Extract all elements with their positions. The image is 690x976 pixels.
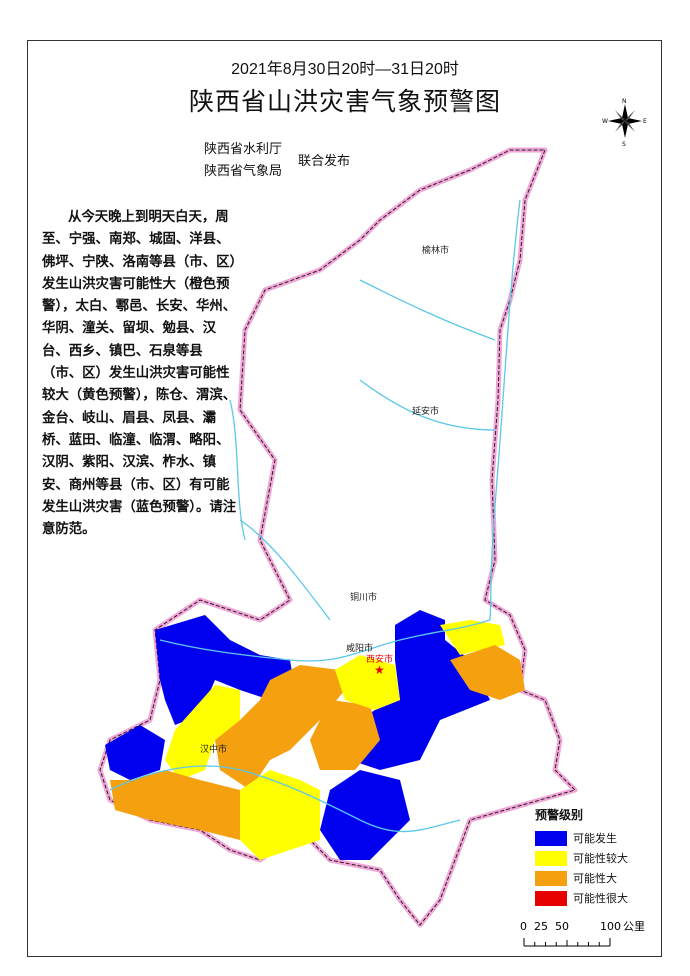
publisher-water: 陕西省水利厅 <box>204 142 283 157</box>
publisher-meteo: 陕西省气象局 <box>204 164 283 179</box>
legend-swatch <box>535 870 567 886</box>
river-yanhe <box>359 379 496 431</box>
legend-item-yellow: 可能性较大 <box>535 848 628 868</box>
scale-tick-100: 100 <box>600 920 621 933</box>
region-blue-lueyang <box>105 725 165 780</box>
city-labels: 榆林市 延安市 铜川市 咸阳市 西安市 汉中市 <box>200 244 449 755</box>
warning-description: 从今天晚上到明天白天，周至、宁强、南郑、城固、洋县、佛坪、宁陕、洛南等县（市、区… <box>42 209 237 538</box>
region-blue-east <box>345 610 490 770</box>
legend-label: 可能性很大 <box>573 892 628 905</box>
region-orange-ningshan <box>310 700 380 770</box>
scale-ruler <box>523 938 611 947</box>
river-west <box>229 399 246 541</box>
compass-w: W <box>602 118 608 125</box>
legend-item-red: 可能性很大 <box>535 888 628 908</box>
river-yellow <box>489 199 521 621</box>
compass-n: N <box>622 98 627 105</box>
scale-bar: 0 25 50 100 公里 <box>520 918 660 957</box>
region-orange-luonan <box>450 645 525 700</box>
river-wuding <box>359 279 496 341</box>
scale-tick-50: 50 <box>555 920 569 933</box>
river-jinghe <box>239 519 331 621</box>
joint-release: 联合发布 <box>298 154 351 169</box>
legend-label: 可能性大 <box>573 872 617 885</box>
river-hanjiang <box>109 765 461 833</box>
region-yellow-zhenba <box>240 770 320 860</box>
capital-star-icon: ★ <box>374 663 385 677</box>
compass-s: S <box>622 141 626 146</box>
region-yellow-changan <box>335 655 400 710</box>
forecast-period: 2021年8月30日20时—31日20时 <box>231 61 459 78</box>
region-yellow-liuba <box>165 685 240 780</box>
river-weihe <box>159 619 491 662</box>
scale-unit: 公里 <box>623 920 645 933</box>
city-xianyang: 咸阳市 <box>346 642 373 654</box>
city-yanan: 延安市 <box>412 405 439 417</box>
city-xian: 西安市 <box>366 653 393 665</box>
legend-swatch <box>535 830 567 846</box>
region-blue-baoji <box>155 615 295 725</box>
rivers <box>109 199 521 833</box>
region-blue-ankang <box>320 770 410 860</box>
legend-title: 预警级别 <box>535 808 584 822</box>
city-hanzhong: 汉中市 <box>200 743 227 755</box>
legend-item-orange: 可能性大 <box>535 868 628 888</box>
legend: 预警级别 可能发生 可能性较大 可能性大 可能性很大 <box>535 806 628 908</box>
scale-tick-25: 25 <box>534 920 548 933</box>
map-frame <box>27 40 662 957</box>
scale-tick-0: 0 <box>520 920 527 933</box>
page-title: 陕西省山洪灾害气象预警图 <box>188 87 501 116</box>
legend-item-blue: 可能发生 <box>535 828 628 848</box>
province-outline-inner <box>99 149 576 926</box>
city-tongchuan: 铜川市 <box>350 591 377 603</box>
city-yulin: 榆林市 <box>422 244 449 256</box>
legend-swatch <box>535 890 567 906</box>
compass-icon: N S E W <box>602 98 647 146</box>
region-orange-ningqiang <box>110 770 240 840</box>
region-orange-zhouzhi <box>215 665 345 790</box>
compass-e: E <box>643 118 647 125</box>
legend-label: 可能发生 <box>573 832 617 845</box>
legend-swatch <box>535 850 567 866</box>
legend-label: 可能性较大 <box>573 852 628 865</box>
